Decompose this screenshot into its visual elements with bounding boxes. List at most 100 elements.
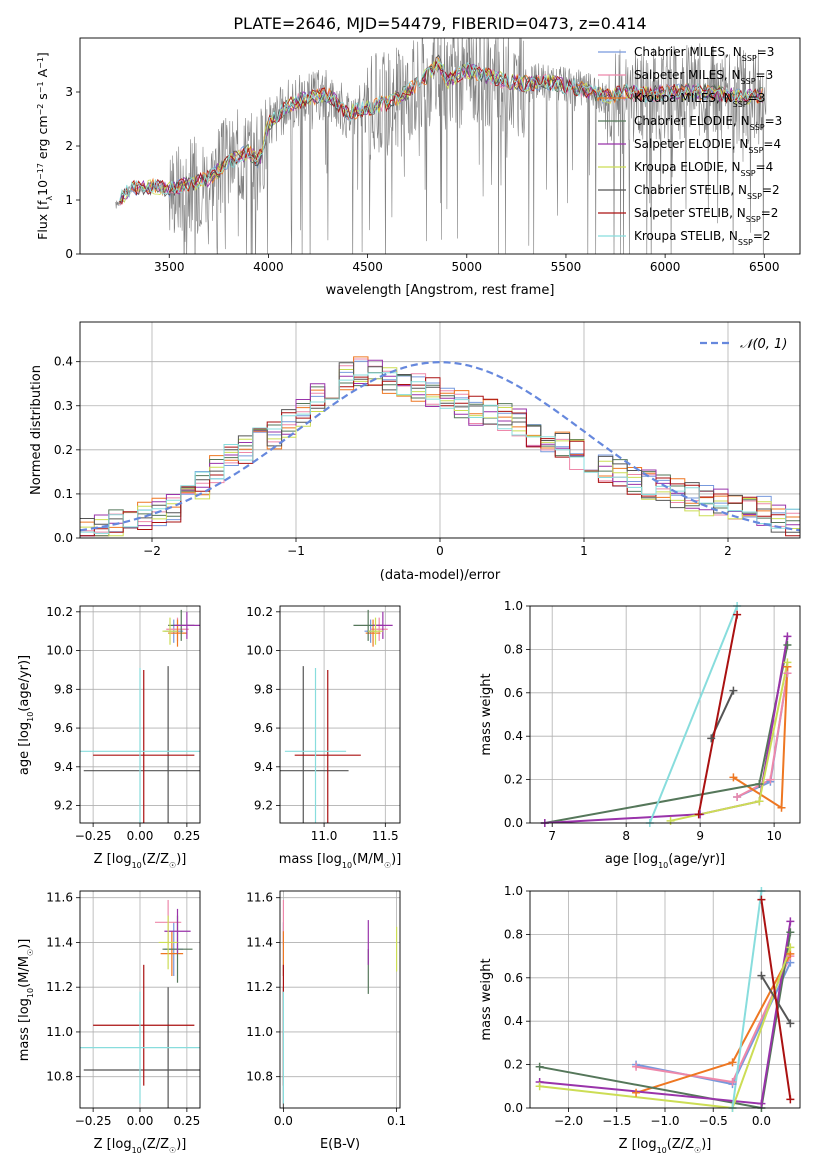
data-point-marker (766, 775, 775, 784)
y-tick-label: 2 (65, 139, 73, 153)
y-tick-label: 0.6 (504, 686, 523, 700)
plot-area (80, 606, 200, 823)
model-spectrum-kroupa-elodie (119, 58, 763, 204)
x-tick-label: 7 (548, 829, 556, 843)
x-tick-label: 0.25 (174, 829, 201, 843)
y-tick-label: 0 (65, 247, 73, 261)
y-tick-label: 9.2 (54, 799, 73, 813)
x-tick-label: 5500 (551, 260, 582, 274)
y-axis-label: Normed distribution (29, 365, 44, 495)
y-tick-label: 0.2 (54, 443, 73, 457)
axes-frame (79, 605, 201, 824)
data-point-marker (783, 658, 792, 667)
plot-area (80, 891, 200, 1108)
legend-entry: Salpeter STELIB, NSSP=2 (634, 206, 778, 224)
x-tick-label: 0.25 (174, 1114, 201, 1128)
data-point-marker (535, 1082, 544, 1091)
legend-entry: Salpeter MILES, NSSP=3 (634, 68, 773, 86)
data-point-marker (632, 1088, 641, 1097)
x-axis-label: age [log10(age/yr)] (605, 852, 725, 870)
data-point-marker (755, 797, 764, 806)
y-tick-label: 9.4 (54, 760, 73, 774)
y-tick-label: 11.6 (46, 891, 73, 905)
x-tick-label: 4500 (352, 260, 383, 274)
model-spectrum-salpeter-stelib (119, 60, 763, 205)
x-tick-label: 0.0 (274, 1114, 293, 1128)
model-spectrum-chabrier-stelib (119, 54, 763, 203)
x-axis-label: mass [log10(M/M☉)] (279, 852, 402, 870)
x-axis-label: (data-model)/error (380, 568, 501, 583)
x-tick-label: 0.00 (127, 1114, 154, 1128)
x-tick-label: 6500 (749, 260, 780, 274)
data-point-marker (535, 1062, 544, 1071)
data-point-marker (786, 1095, 795, 1104)
y-tick-label: 0.2 (504, 773, 523, 787)
legend-entry: Chabrier STELIB, NSSP=2 (634, 183, 780, 201)
data-point-marker (728, 1077, 737, 1086)
y-tick-label: 9.6 (254, 721, 273, 735)
data-point-marker (666, 816, 675, 825)
data-point-marker (757, 971, 766, 980)
data-point-marker (729, 773, 738, 782)
y-tick-label: 3 (65, 85, 73, 99)
x-axis-label: Z [log10(Z/Z☉)] (619, 1137, 712, 1155)
data-point-marker (786, 928, 795, 937)
legend-entry: 𝒩(0, 1) (740, 337, 787, 352)
observed-spectrum-line (115, 38, 767, 254)
histogram-kroupa-stelib (80, 372, 800, 534)
y-tick-label: 11.0 (46, 1025, 73, 1039)
y-tick-label: 11.2 (246, 980, 273, 994)
legend-entry: Chabrier MILES, NSSP=3 (634, 45, 774, 63)
data-point-marker (729, 686, 738, 695)
panel-mass_vs_ebv: 0.0 0.1 10.8 11.0 11.2 11.4 11.6 E(B-V) (246, 890, 406, 1152)
panel-age_vs_mass: 11.0 11.5 9.2 9.4 9.6 9.8 10.0 10.2 mass [log10(… (246, 605, 402, 870)
page-title: PLATE=2646, MJD=54479, FIBERID=0473, z=0… (233, 14, 646, 33)
y-tick-label: 0.3 (54, 399, 73, 413)
axes-frame (529, 605, 801, 824)
data-point-marker (783, 641, 792, 650)
x-tick-label: 5000 (452, 260, 483, 274)
series-line-kroupa-elodie (539, 947, 792, 1108)
legend-entry: Chabrier ELODIE, NSSP=3 (634, 114, 782, 132)
y-tick-label: 11.0 (246, 1025, 273, 1039)
data-point-marker (728, 1058, 737, 1067)
series-line-chabrier-elodie (539, 932, 792, 1108)
x-tick-label: −0.25 (75, 1114, 112, 1128)
y-tick-label: 9.4 (254, 760, 273, 774)
plot-area (280, 891, 400, 1108)
series-line-salpeter-stelib (697, 614, 739, 815)
y-tick-label: 0.6 (504, 971, 523, 985)
x-tick-label: −0.5 (699, 1114, 728, 1128)
y-tick-label: 11.4 (46, 935, 73, 949)
x-tick-label: 3500 (154, 260, 185, 274)
legend-entry: Kroupa MILES, NSSP=3 (634, 91, 765, 109)
data-point-marker (707, 734, 716, 743)
y-tick-label: 1.0 (504, 884, 523, 898)
panel-residuals: −2 −1 0 1 2 0.0 0.1 0.2 0.3 0.4 Normed distributio… (29, 321, 801, 583)
x-tick-label: 1 (580, 544, 588, 558)
x-tick-label: 11.5 (372, 829, 399, 843)
x-tick-label: 8 (622, 829, 630, 843)
x-tick-label: −2.0 (554, 1114, 583, 1128)
normal-distribution-curve (80, 360, 800, 532)
x-tick-label: 0 (436, 544, 444, 558)
x-axis-label: Z [log10(Z/Z☉)] (94, 1137, 187, 1155)
series-line-salpeter-elodie (544, 636, 789, 823)
x-tick-label: 4000 (253, 260, 284, 274)
y-axis-label: mass weight (479, 673, 494, 755)
axes-frame (279, 605, 401, 824)
y-tick-label: 9.6 (54, 721, 73, 735)
data-point-marker (786, 1019, 795, 1028)
y-tick-label: 11.4 (246, 935, 273, 949)
data-point-marker (783, 632, 792, 641)
y-tick-label: 9.8 (54, 682, 73, 696)
x-tick-label: 6000 (650, 260, 681, 274)
y-tick-label: 0.0 (504, 1101, 523, 1115)
legend-entry: Kroupa ELODIE, NSSP=4 (634, 160, 773, 178)
plot-area (280, 606, 400, 823)
series-line-kroupa-stelib (648, 606, 739, 823)
y-tick-label: 10.8 (46, 1070, 73, 1084)
data-point-marker (757, 895, 766, 904)
y-tick-label: 1 (65, 193, 73, 207)
